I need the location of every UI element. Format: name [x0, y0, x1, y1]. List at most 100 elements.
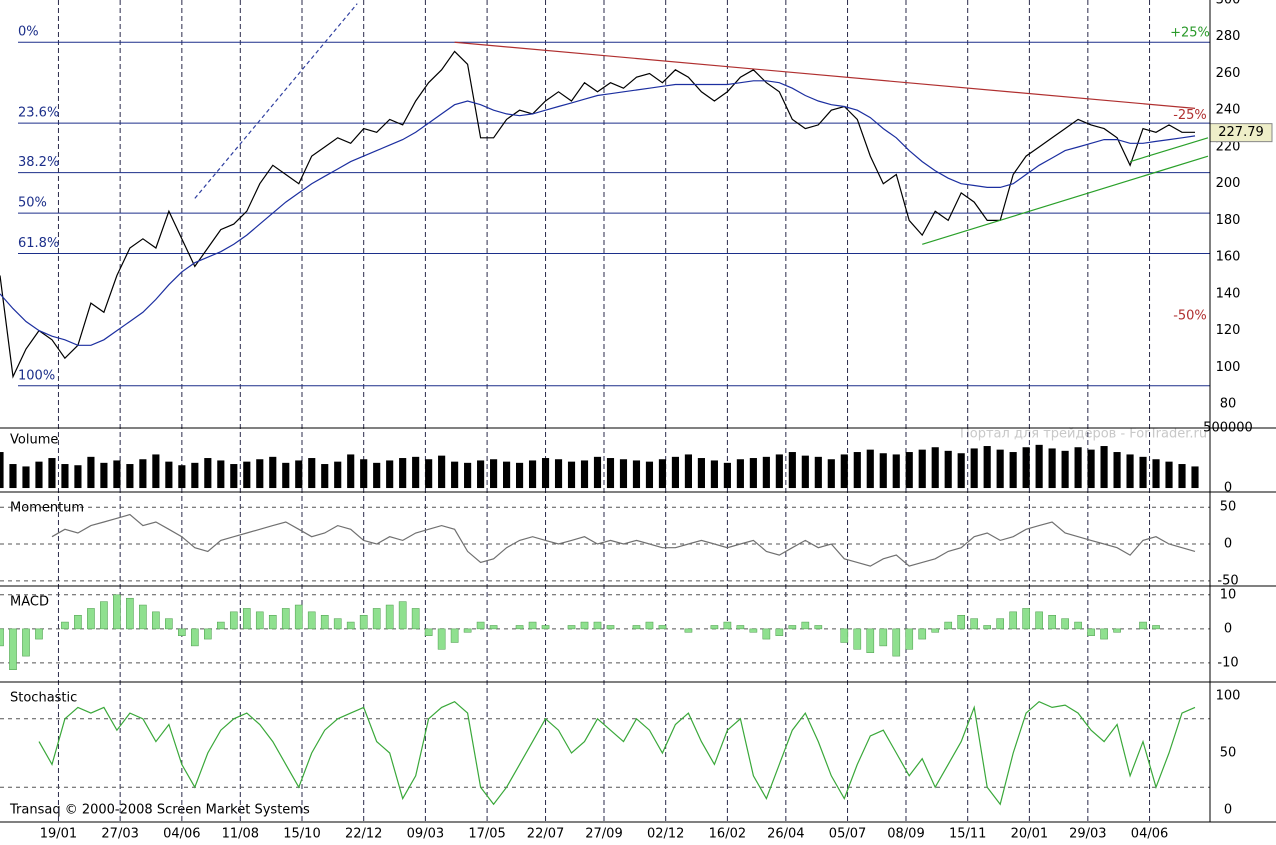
bar	[866, 628, 875, 653]
bar	[152, 454, 160, 489]
x-tick-label: 11/08	[222, 827, 259, 842]
bar	[412, 456, 420, 489]
bar	[282, 462, 290, 489]
bar	[853, 452, 861, 489]
bar	[178, 628, 186, 636]
bar	[1139, 621, 1147, 630]
bar	[619, 459, 628, 489]
bar	[100, 601, 108, 630]
bar	[204, 628, 212, 640]
y-tick-label: -50	[1217, 573, 1238, 588]
bar	[216, 621, 225, 630]
bar	[191, 628, 199, 647]
bar	[580, 460, 589, 489]
bar	[490, 459, 498, 489]
bar	[749, 458, 757, 489]
bar	[1100, 628, 1108, 640]
bar	[255, 611, 264, 630]
bar	[541, 625, 550, 630]
x-tick-label: 02/12	[647, 827, 684, 842]
bar	[879, 453, 887, 489]
series-line	[0, 80, 1196, 346]
y-tick-label: 80	[1220, 397, 1237, 412]
trend-line	[1129, 137, 1209, 163]
annotation: -25%	[1173, 108, 1207, 123]
bar	[437, 628, 446, 650]
bar	[1126, 454, 1134, 489]
x-tick-label: 15/11	[949, 827, 986, 842]
copyright: Transaq © 2000-2008 Screen Market System…	[9, 803, 310, 818]
y-tick-label: 120	[1216, 323, 1241, 338]
bar	[477, 460, 485, 489]
bar	[1100, 446, 1108, 489]
bar	[61, 621, 69, 630]
x-tick-label: 04/06	[1131, 827, 1168, 842]
bar	[567, 461, 576, 489]
watermark: Портал для трейдеров - ForTrader.ru	[960, 427, 1207, 442]
bar	[918, 449, 926, 489]
bar	[1113, 628, 1121, 633]
bar	[970, 448, 978, 489]
x-tick-label: 19/01	[40, 827, 77, 842]
bar	[710, 460, 718, 489]
bar	[9, 628, 17, 670]
bar	[281, 608, 290, 630]
y-tick-label: 180	[1216, 213, 1241, 228]
bar	[593, 456, 602, 489]
y-tick-label: 0	[1224, 803, 1232, 818]
x-tick-label: 27/03	[101, 827, 138, 842]
bar	[359, 614, 368, 630]
bar	[892, 628, 901, 657]
bar	[1178, 464, 1186, 489]
bar	[1165, 461, 1173, 489]
bar	[1074, 447, 1082, 489]
bar	[606, 625, 615, 630]
bar	[425, 459, 433, 489]
bar	[697, 458, 705, 489]
bar	[22, 628, 30, 657]
bar	[243, 461, 251, 489]
y-tick-label: 0	[1224, 621, 1232, 636]
bar	[333, 618, 342, 630]
bar	[632, 460, 641, 489]
bar	[632, 625, 641, 630]
x-tick-label: 08/09	[887, 827, 924, 842]
bar	[957, 453, 965, 489]
bar	[515, 625, 524, 630]
bar	[1074, 621, 1082, 630]
bar	[9, 464, 17, 489]
bar	[334, 461, 342, 489]
bar	[762, 628, 771, 640]
bar	[372, 608, 381, 630]
bar	[1152, 459, 1160, 489]
bar	[35, 628, 43, 640]
x-tick-label: 26/04	[767, 827, 804, 842]
panel	[0, 594, 1210, 670]
x-tick-label: 27/09	[585, 827, 622, 842]
bar	[931, 447, 939, 489]
bar	[775, 628, 784, 636]
bar	[347, 454, 355, 489]
bar	[294, 604, 303, 630]
bar	[528, 460, 537, 489]
bar	[489, 625, 498, 630]
bar	[126, 597, 134, 630]
y-tick-label: 50	[1220, 500, 1237, 515]
bar	[580, 621, 589, 630]
bar	[22, 466, 30, 489]
bar	[957, 614, 966, 630]
bar	[35, 461, 43, 489]
bar	[139, 604, 147, 630]
y-tick-label: 240	[1216, 103, 1241, 118]
annotation: +25%	[1170, 26, 1210, 41]
bar	[645, 461, 654, 489]
bar	[48, 458, 56, 489]
bar	[476, 621, 485, 630]
trend-line	[194, 3, 358, 199]
bar	[308, 458, 316, 489]
bar	[0, 628, 4, 647]
bar	[1061, 450, 1069, 489]
y-tick-label: 260	[1216, 66, 1241, 81]
x-tick-label: 29/03	[1069, 827, 1106, 842]
